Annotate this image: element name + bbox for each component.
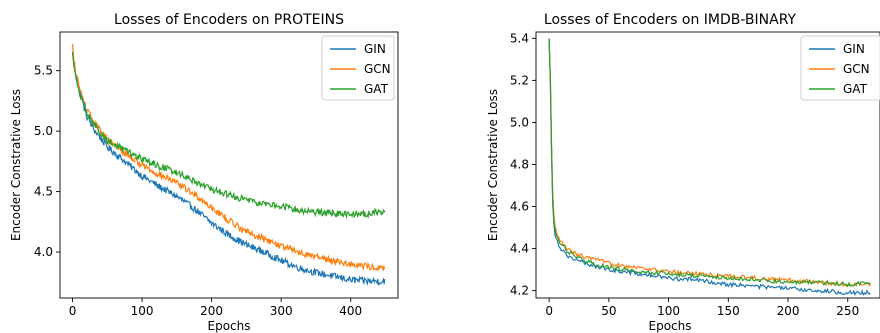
chart-panel-2: Losses of Encoders on IMDB-BINARY 0 50 100 1… (486, 12, 880, 333)
x-tick-label: 200 (200, 304, 223, 318)
legend-box (800, 35, 880, 101)
plot-frame (535, 31, 880, 299)
series-line-gcn (71, 44, 386, 271)
x-tick-label: 100 (131, 304, 154, 318)
x-tick-label: 200 (777, 304, 800, 318)
y-tick-label: 4.8 (510, 157, 529, 171)
y-tick-label: 4.6 (510, 200, 529, 214)
y-tick-label: 4.0 (34, 245, 53, 259)
series-line-gcn (548, 44, 871, 288)
x-tick-label: 250 (836, 304, 859, 318)
chart-title: Losses of Encoders on PROTEINS (114, 12, 344, 28)
y-tick-label: 4.4 (510, 242, 529, 256)
x-tick-label: 400 (339, 304, 362, 318)
y-axis-label: Encoder Constrative Loss (486, 89, 500, 241)
x-tick-label: 300 (270, 304, 293, 318)
x-axis-label: Epochs (208, 319, 251, 333)
legend-label-gcn: GCN (364, 62, 391, 76)
x-tick-label: 50 (601, 304, 616, 318)
y-tick-label: 5.5 (34, 64, 53, 78)
x-tick-label: 100 (657, 304, 680, 318)
legend-label-gcn: GCN (843, 62, 870, 76)
chart-title: Losses of Encoders on IMDB-BINARY (544, 12, 797, 28)
legend: GIN GCN GAT (321, 35, 395, 101)
chart-panel-1: Losses of Encoders on PROTEINS 0 100 200 300… (9, 12, 399, 333)
legend-label-gat: GAT (843, 82, 868, 96)
y-tick-label: 4.5 (34, 185, 53, 199)
x-tick-label: 0 (69, 304, 77, 318)
series-line-gat (71, 52, 386, 220)
plot-frame (59, 31, 399, 299)
legend-label-gin: GIN (843, 42, 865, 56)
legend-label-gin: GIN (364, 42, 386, 56)
series-line-gat (548, 40, 871, 288)
legend: GIN GCN GAT (800, 35, 880, 101)
y-axis-label: Encoder Constrative Loss (9, 89, 23, 241)
y-tick-label: 5.4 (510, 31, 529, 45)
series-line-gin (71, 51, 386, 287)
x-tick-label: 0 (545, 304, 553, 318)
y-tick-label: 4.2 (510, 284, 529, 298)
x-tick-label: 150 (717, 304, 740, 318)
series-line-gin (548, 38, 871, 296)
y-tick-label: 5.0 (34, 124, 53, 138)
y-tick-label: 5.2 (510, 73, 529, 87)
x-axis-label: Epochs (649, 319, 692, 333)
y-tick-label: 5.0 (510, 115, 529, 129)
legend-box (321, 35, 395, 101)
legend-label-gat: GAT (364, 82, 389, 96)
